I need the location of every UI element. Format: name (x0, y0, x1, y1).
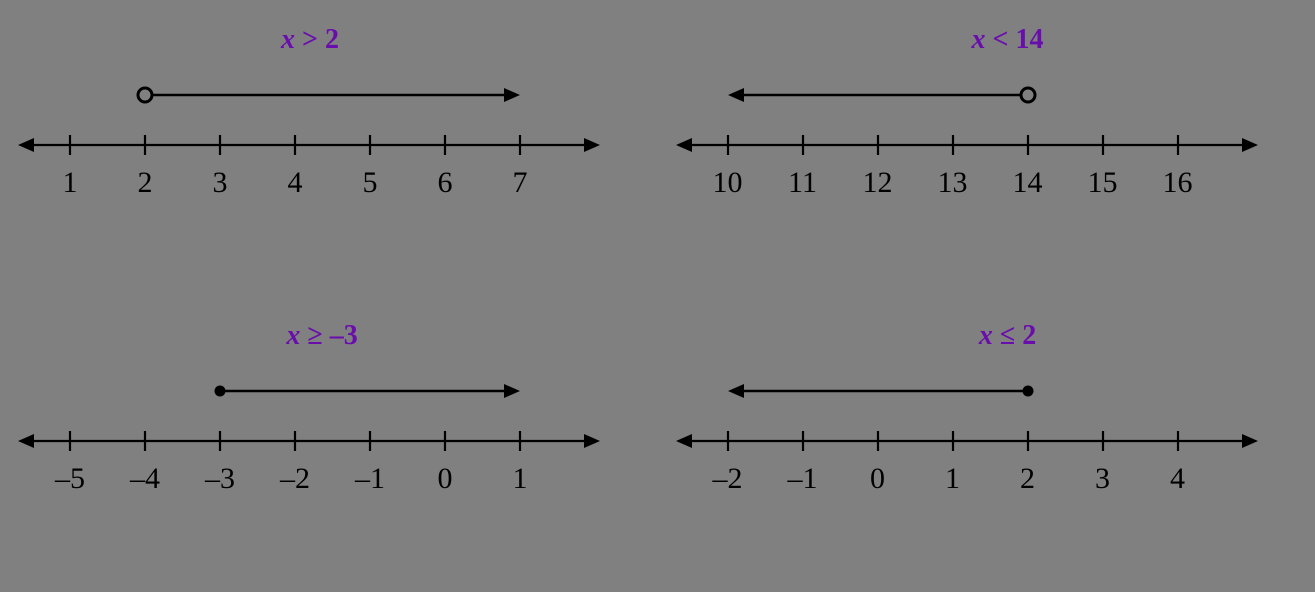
tick-label: 12 (863, 166, 893, 200)
open-endpoint-icon (138, 88, 152, 102)
tick-label: –3 (205, 462, 235, 496)
tick-label: 15 (1088, 166, 1118, 200)
solution-arrow-icon (728, 384, 744, 398)
tick-label: 3 (213, 166, 228, 200)
tick-label: –4 (130, 462, 160, 496)
axis-arrow-left-icon (676, 434, 692, 448)
tick-label: –1 (355, 462, 385, 496)
solution-arrow-icon (728, 88, 744, 102)
inequality-variable: x (286, 320, 300, 351)
inequality-variable: x (281, 24, 295, 55)
tick-label: 16 (1163, 166, 1193, 200)
inequality-operator: < (993, 24, 1009, 55)
axis-arrow-left-icon (18, 138, 34, 152)
tick-label: 1 (513, 462, 528, 496)
tick-label: 2 (1020, 462, 1035, 496)
axis-arrow-right-icon (1242, 138, 1258, 152)
diagram-grid: x > 21234567x < 1410111213141516x ≥ –3–5… (0, 0, 1315, 592)
inequality-operator: > (302, 24, 318, 55)
solution-arrow-icon (504, 88, 520, 102)
inequality-variable: x (979, 320, 993, 351)
tick-label: 5 (363, 166, 378, 200)
number-line-panel: x ≤ 2 –2 –1 0 1 2 3 4 (658, 296, 1315, 592)
tick-label: –2 (280, 462, 310, 496)
open-endpoint-icon (1021, 88, 1035, 102)
inequality-value: –3 (330, 320, 358, 351)
tick-label: –1 (788, 462, 818, 496)
tick-label: 4 (1170, 462, 1185, 496)
closed-endpoint-icon (215, 386, 226, 397)
tick-label: 7 (513, 166, 528, 200)
inequality-value: 2 (1022, 320, 1036, 351)
tick-label: 3 (1095, 462, 1110, 496)
tick-label: 4 (288, 166, 303, 200)
tick-label: 6 (438, 166, 453, 200)
solution-arrow-icon (504, 384, 520, 398)
inequality-value: 2 (325, 24, 339, 55)
inequality-operator: ≤ (1000, 320, 1015, 351)
inequality-label: x ≥ –3 (286, 320, 357, 352)
tick-label: 1 (63, 166, 78, 200)
tick-label: 1 (945, 462, 960, 496)
axis-arrow-right-icon (1242, 434, 1258, 448)
tick-label: 2 (138, 166, 153, 200)
inequality-label: x < 14 (972, 24, 1044, 56)
inequality-value: 14 (1015, 24, 1043, 55)
tick-label: –2 (713, 462, 743, 496)
tick-label: 0 (438, 462, 453, 496)
tick-label: –5 (55, 462, 85, 496)
axis-arrow-right-icon (584, 138, 600, 152)
tick-label: 0 (870, 462, 885, 496)
inequality-label: x > 2 (281, 24, 339, 56)
tick-label: 11 (788, 166, 817, 200)
inequality-label: x ≤ 2 (979, 320, 1036, 352)
tick-label: 10 (713, 166, 743, 200)
closed-endpoint-icon (1022, 386, 1033, 397)
number-line-panel: x > 2 1 2 3 4 5 6 7 (0, 0, 658, 296)
axis-arrow-left-icon (18, 434, 34, 448)
number-line-panel: x < 14 10 11 12 13 14 15 16 (658, 0, 1315, 296)
inequality-variable: x (972, 24, 986, 55)
tick-label: 14 (1013, 166, 1043, 200)
axis-arrow-right-icon (584, 434, 600, 448)
inequality-operator: ≥ (307, 320, 322, 351)
number-line-panel: x ≥ –3 –5 –4 –3 –2 –1 0 1 (0, 296, 658, 592)
tick-label: 13 (938, 166, 968, 200)
axis-arrow-left-icon (676, 138, 692, 152)
